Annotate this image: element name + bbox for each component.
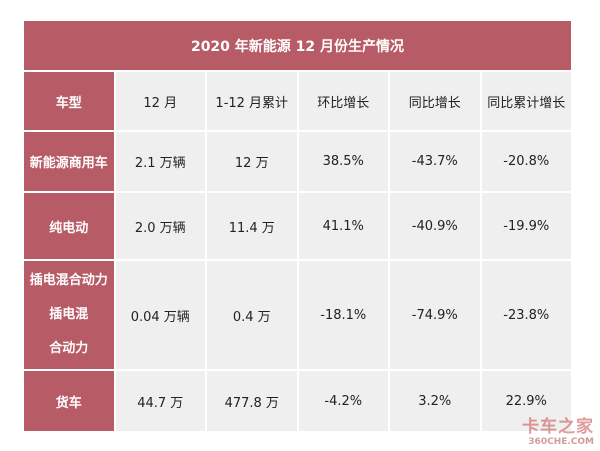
watermark-logo: 卡车之家 360CHE.COM xyxy=(522,412,594,447)
row-label: 插电混合动力插电混 合动力 xyxy=(24,261,114,369)
watermark-text: 卡车之家 xyxy=(522,417,594,437)
table-cell: -20.8% xyxy=(481,132,571,191)
table-cell: -23.8% xyxy=(481,261,571,369)
production-table-container: 2020 年新能源 12 月份生产情况 车型 12 月 1-12 月累计 环比增… xyxy=(22,19,573,433)
row-label-line: 插电混合动力插电混 xyxy=(29,273,108,322)
production-table: 2020 年新能源 12 月份生产情况 车型 12 月 1-12 月累计 环比增… xyxy=(22,19,573,433)
header-vehicle-type: 车型 xyxy=(24,72,114,130)
table-cell: 11.4 万 xyxy=(207,193,297,259)
table-row: 插电混合动力插电混 合动力 0.04 万辆 0.4 万 -18.1% -74.9… xyxy=(24,261,571,369)
table-title-row: 2020 年新能源 12 月份生产情况 xyxy=(24,21,571,70)
table-cell: -74.9% xyxy=(390,261,480,369)
header-mom-growth: 环比增长 xyxy=(298,72,388,130)
table-cell: -40.9% xyxy=(390,193,480,259)
row-label: 纯电动 xyxy=(24,193,114,259)
table-cell: 41.1% xyxy=(298,193,388,259)
table-cell: 0.04 万辆 xyxy=(115,261,205,369)
table-cell: -19.9% xyxy=(481,193,571,259)
table-row: 货车 44.7 万 477.8 万 -4.2% 3.2% 22.9% xyxy=(24,371,571,431)
watermark-domain: 360CHE.COM xyxy=(528,437,594,447)
table-cell: 38.5% xyxy=(298,132,388,191)
table-cell: 2.1 万辆 xyxy=(115,132,205,191)
table-title: 2020 年新能源 12 月份生产情况 xyxy=(24,21,571,70)
table-cell: -4.2% xyxy=(298,371,388,431)
table-cell: 12 万 xyxy=(207,132,297,191)
table-cell: 2.0 万辆 xyxy=(115,193,205,259)
table-cell: 0.4 万 xyxy=(207,261,297,369)
header-yoy-growth: 同比增长 xyxy=(390,72,480,130)
header-yoy-cumulative-growth: 同比累计增长 xyxy=(481,72,571,130)
table-cell: 44.7 万 xyxy=(115,371,205,431)
table-cell: 22.9% xyxy=(481,371,571,431)
table-row: 新能源商用车 2.1 万辆 12 万 38.5% -43.7% -20.8% xyxy=(24,132,571,191)
table-cell: -18.1% xyxy=(298,261,388,369)
table-cell: 477.8 万 xyxy=(207,371,297,431)
header-december: 12 月 xyxy=(115,72,205,130)
row-label: 新能源商用车 xyxy=(24,132,114,191)
table-header-row: 车型 12 月 1-12 月累计 环比增长 同比增长 同比累计增长 xyxy=(24,72,571,130)
table-row: 纯电动 2.0 万辆 11.4 万 41.1% -40.9% -19.9% xyxy=(24,193,571,259)
header-cumulative: 1-12 月累计 xyxy=(207,72,297,130)
row-label: 货车 xyxy=(24,371,114,431)
row-label-line: 合动力 xyxy=(49,341,89,356)
table-cell: -43.7% xyxy=(390,132,480,191)
table-cell: 3.2% xyxy=(390,371,480,431)
